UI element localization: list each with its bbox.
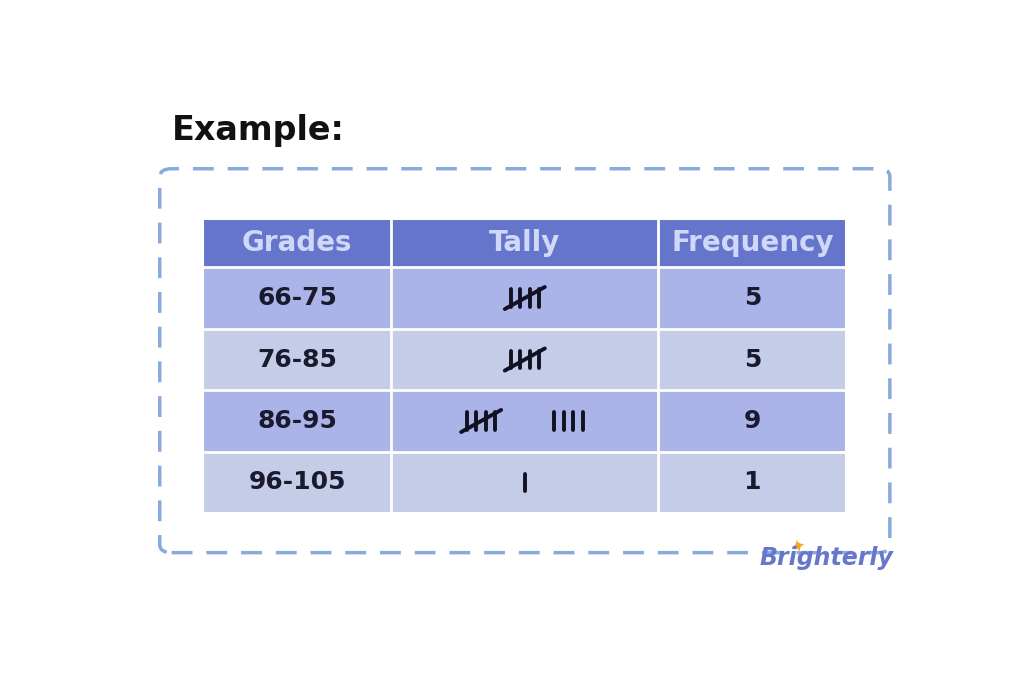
Bar: [658, 267, 846, 329]
Bar: [204, 390, 391, 451]
Bar: [391, 219, 658, 267]
Text: 66-75: 66-75: [257, 286, 337, 310]
Text: 86-95: 86-95: [257, 409, 337, 433]
Bar: [658, 329, 846, 390]
Text: Frequency: Frequency: [671, 229, 834, 257]
Bar: [658, 451, 846, 513]
Bar: [204, 329, 391, 390]
Text: 96-105: 96-105: [249, 471, 346, 494]
Bar: [204, 219, 391, 267]
Text: 5: 5: [743, 286, 761, 310]
Text: ✦: ✦: [788, 537, 808, 558]
Bar: [391, 267, 658, 329]
Bar: [391, 390, 658, 451]
FancyBboxPatch shape: [160, 169, 890, 553]
Bar: [658, 219, 846, 267]
Bar: [204, 451, 391, 513]
Text: 5: 5: [743, 348, 761, 372]
Bar: [658, 390, 846, 451]
Text: Brighterly: Brighterly: [760, 546, 893, 570]
Bar: [204, 267, 391, 329]
Text: Grades: Grades: [242, 229, 352, 257]
Bar: [391, 451, 658, 513]
Text: 1: 1: [743, 471, 761, 494]
Bar: [391, 329, 658, 390]
Text: 9: 9: [743, 409, 761, 433]
Text: Tally: Tally: [489, 229, 560, 257]
Text: Example:: Example:: [172, 113, 344, 147]
Text: 76-85: 76-85: [257, 348, 337, 372]
